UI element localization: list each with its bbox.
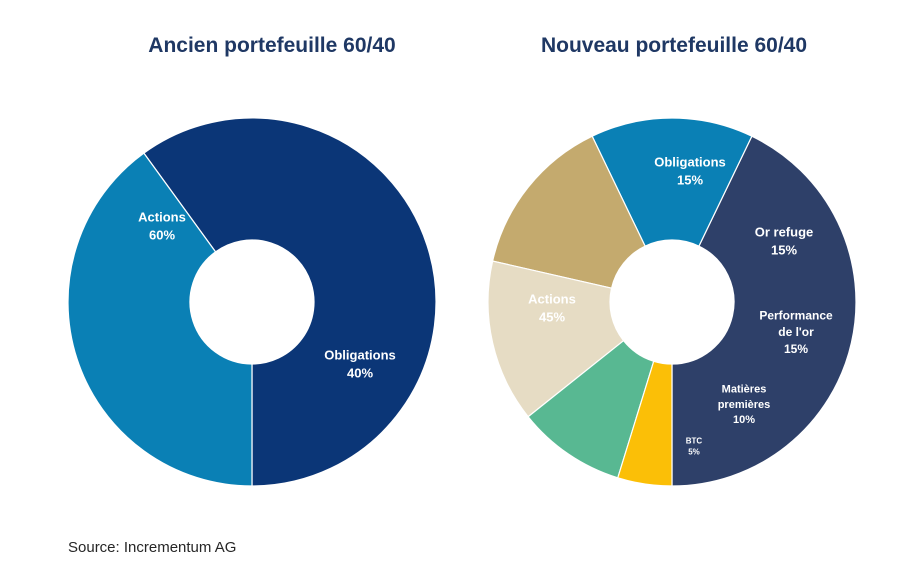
new-label-performance-line: Performance (759, 309, 833, 323)
new-portfolio-chart: Nouveau portefeuille 60/40 Actions 45% Obl… (487, 34, 857, 487)
old-label-actions-line: 60% (149, 228, 175, 243)
old-slice-actions (143, 117, 437, 487)
new-slice-btc (617, 360, 673, 487)
old-portfolio-slices (67, 117, 437, 487)
new-slice-obligations (591, 117, 753, 247)
new-label-performance-line: de l'or (778, 325, 814, 339)
old-slice-obligations (67, 152, 253, 487)
new-label-matieres-line: premières (718, 399, 771, 411)
new-label-obligations-line: Obligations (654, 155, 726, 170)
old-label-actions: Actions 60% (138, 210, 186, 243)
new-label-btc-line: 5% (688, 447, 700, 456)
new-label-matieres-line: Matières (722, 384, 767, 396)
new-portfolio-slices (487, 117, 857, 487)
new-label-performance-line: 15% (784, 342, 808, 356)
new-label-matieres: Matières premières 10% (718, 384, 771, 426)
new-label-or-refuge-line: Or refuge (755, 225, 814, 240)
old-label-obligations: Obligations 40% (324, 348, 396, 381)
new-portfolio-labels: Actions 45%Obligations 15%Or refuge 15%Perf… (528, 155, 833, 457)
new-label-actions-line: Actions (528, 292, 576, 307)
source-note: Source: Incrementum AG (68, 539, 236, 556)
new-label-or-refuge-line: 15% (771, 243, 797, 258)
new-slice-or-refuge (491, 135, 646, 289)
new-portfolio-title: Nouveau portefeuille 60/40 (541, 34, 807, 57)
new-label-actions-line: 45% (539, 310, 565, 325)
new-label-performance: Performance de l'or 15% (759, 309, 833, 356)
new-label-actions: Actions 45% (528, 292, 576, 325)
new-slice-actions (671, 135, 857, 487)
new-label-or-refuge: Or refuge 15% (755, 225, 814, 258)
old-portfolio-title: Ancien portefeuille 60/40 (148, 34, 395, 57)
new-label-obligations-line: 15% (677, 173, 703, 188)
new-label-btc: BTC 5% (686, 436, 703, 456)
new-label-obligations: Obligations 15% (654, 155, 726, 188)
new-label-matieres-line: 10% (733, 414, 755, 426)
old-label-obligations-line: 40% (347, 366, 373, 381)
old-label-actions-line: Actions (138, 210, 186, 225)
new-slice-matieres (527, 339, 655, 479)
new-slice-performance (487, 260, 625, 418)
old-portfolio-labels: Actions 60% Obligations 40% (138, 210, 396, 381)
old-label-obligations-line: Obligations (324, 348, 396, 363)
old-portfolio-chart: Ancien portefeuille 60/40 Actions 60% Obli… (67, 34, 437, 487)
new-label-btc-line: BTC (686, 436, 703, 445)
